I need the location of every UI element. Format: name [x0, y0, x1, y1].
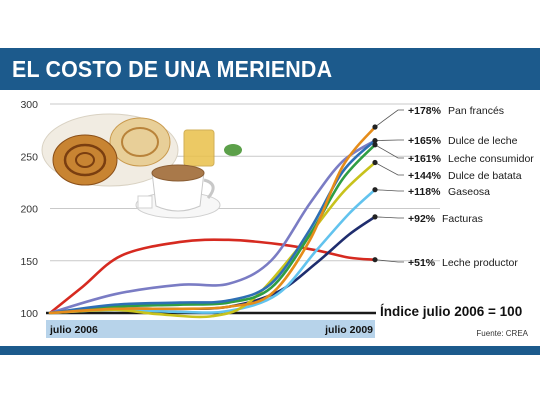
leader-pan-frances	[374, 109, 404, 128]
series-pct-facturas: +92%	[408, 213, 436, 225]
series-pct-dulce-de-batata: +144%	[408, 170, 442, 182]
series-label-leche-consumidor: Leche consumidor	[448, 153, 534, 165]
reference-label: Índice julio 2006 = 100	[380, 304, 522, 319]
cinnamon-roll-swirl	[63, 143, 107, 177]
series-labels: +178% Pan francés +165% Dulce de leche +161%…	[372, 105, 534, 319]
x-axis: julio 2006 julio 2009 Fuente: CREA	[46, 320, 529, 338]
cup-handle	[203, 178, 215, 199]
series-label-leche-productor: Leche productor	[442, 257, 518, 269]
chart-title: EL COSTO DE UNA MERIENDA	[12, 56, 333, 82]
leader-gaseosa	[374, 189, 404, 192]
y-tick-label-100: 100	[20, 308, 38, 320]
x-tick-label-end: julio 2009	[324, 324, 373, 336]
leader-facturas	[374, 216, 404, 219]
series-lines	[46, 125, 377, 319]
coffee	[151, 164, 205, 182]
source-note: Fuente: CREA	[476, 329, 528, 338]
x-axis-band	[46, 320, 375, 338]
mint-leaf	[224, 144, 242, 156]
y-tick-label-150: 150	[20, 256, 38, 268]
series-label-gaseosa: Gaseosa	[448, 186, 490, 198]
series-label-dulce-de-batata: Dulce de batata	[448, 170, 522, 182]
y-tick-label-250: 250	[20, 151, 38, 163]
end-point-leche-consumidor	[372, 142, 378, 148]
leader-leche-consumidor	[374, 144, 404, 159]
series-line-extra-purple	[48, 139, 377, 315]
end-point-leche-productor	[372, 257, 378, 263]
title-band: EL COSTO DE UNA MERIENDA	[0, 48, 540, 90]
end-point-facturas	[372, 214, 378, 220]
series-line-leche-consumidor	[48, 143, 377, 315]
sugar-cube	[137, 195, 153, 209]
series-pct-gaseosa: +118%	[408, 186, 441, 198]
end-point-dulce-de-batata	[372, 159, 378, 166]
end-point-gaseosa	[372, 187, 378, 193]
tea-glass	[183, 129, 215, 167]
pastry-cream	[109, 117, 171, 167]
series-pct-leche-consumidor: +161%	[408, 153, 442, 165]
series-pct-leche-productor: +51%	[408, 257, 436, 269]
series-pct-dulce-de-leche: +165%	[408, 135, 442, 147]
pastries-and-coffee-cup-illustration	[41, 113, 242, 219]
leader-dulce-de-leche	[374, 139, 404, 141]
cinnamon-roll-center	[75, 152, 95, 168]
leader-dulce-de-batata	[374, 162, 404, 176]
bottom-band	[0, 346, 540, 355]
end-point-dulce-de-leche	[372, 137, 378, 144]
y-tick-label-300: 300	[20, 99, 38, 111]
y-tick-label-200: 200	[20, 204, 38, 216]
series-label-pan-frances: Pan francés	[448, 105, 504, 117]
leader-leche-productor	[374, 259, 404, 263]
series-line-pan-frances	[48, 125, 377, 315]
coffee-cup	[151, 171, 205, 212]
series-line-leche-productor	[48, 238, 377, 315]
end-point-pan-frances	[372, 124, 378, 130]
pastry-cream-swirl	[121, 127, 159, 157]
series-label-dulce-de-leche: Dulce de leche	[448, 135, 518, 147]
series-pct-pan-frances: +178%	[408, 105, 442, 117]
x-tick-label-start: julio 2006	[49, 324, 98, 336]
series-label-facturas: Facturas	[442, 213, 483, 225]
cinnamon-roll	[52, 134, 118, 186]
